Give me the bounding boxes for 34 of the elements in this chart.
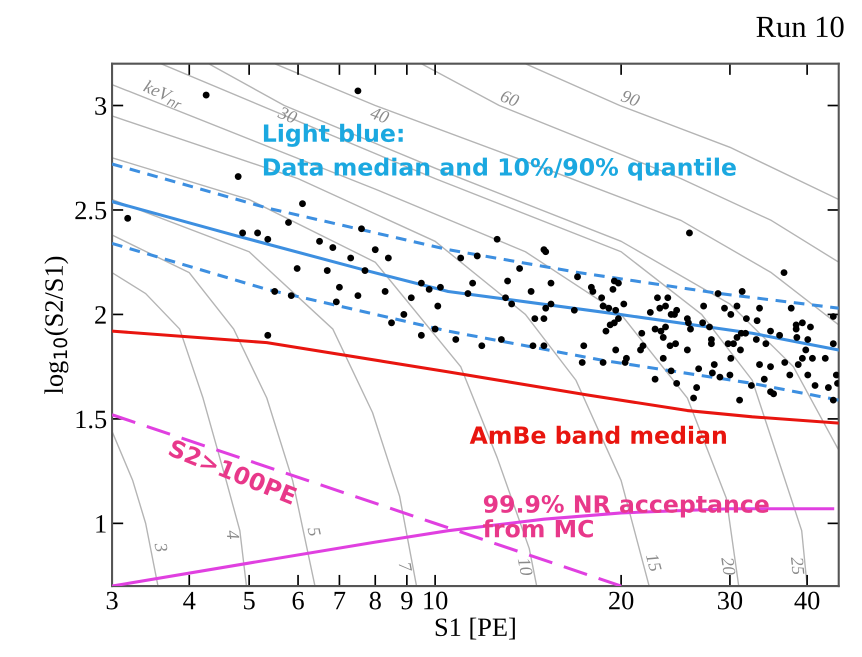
annotation: keV$_{nr}$ xyxy=(142,79,186,110)
text: 20 xyxy=(721,556,736,576)
x-tick-label: 8 xyxy=(370,592,381,610)
y-tick-label: 1 xyxy=(96,515,106,533)
text: 15 xyxy=(646,552,662,572)
x-tick-label: 3 xyxy=(106,592,118,610)
x-tick-label: 9 xyxy=(401,592,412,610)
y-tick-label: 3 xyxy=(95,97,106,115)
x-tick-label: 6 xyxy=(292,592,304,610)
x-tick-label: 4 xyxy=(183,592,196,610)
text: 5 xyxy=(307,526,321,537)
text: 4 xyxy=(226,530,240,540)
x-tick-label: 7 xyxy=(334,592,346,610)
x-tick-label: 10 xyxy=(424,592,448,610)
annotation: AmBe band median xyxy=(470,426,726,444)
text: 25 xyxy=(790,556,805,575)
text: 30 xyxy=(277,106,298,124)
x-axis-title: S1 [PE] xyxy=(436,618,515,640)
text: 60 xyxy=(500,90,520,108)
y-tick-label: 2.5 xyxy=(75,202,106,220)
y-tick-label: 1.5 xyxy=(76,410,106,428)
text: 10 xyxy=(518,557,533,576)
chart-title: Run 10 xyxy=(756,16,844,38)
text: 90 xyxy=(620,90,641,108)
text: 40 xyxy=(369,106,390,124)
x-tick-label: 30 xyxy=(718,592,742,610)
annotation: Light blue: Data median and 10%/90% quantile xyxy=(264,124,736,180)
text: 7 xyxy=(398,562,412,573)
y-axis-title: log$_{10}$(S2/S1) xyxy=(44,256,68,394)
x-tick-label: 40 xyxy=(794,592,820,610)
x-tick-label: 5 xyxy=(244,592,255,610)
text: 3 xyxy=(154,542,168,552)
y-tick-label: 2 xyxy=(95,306,106,324)
x-tick-label: 20 xyxy=(609,592,634,610)
